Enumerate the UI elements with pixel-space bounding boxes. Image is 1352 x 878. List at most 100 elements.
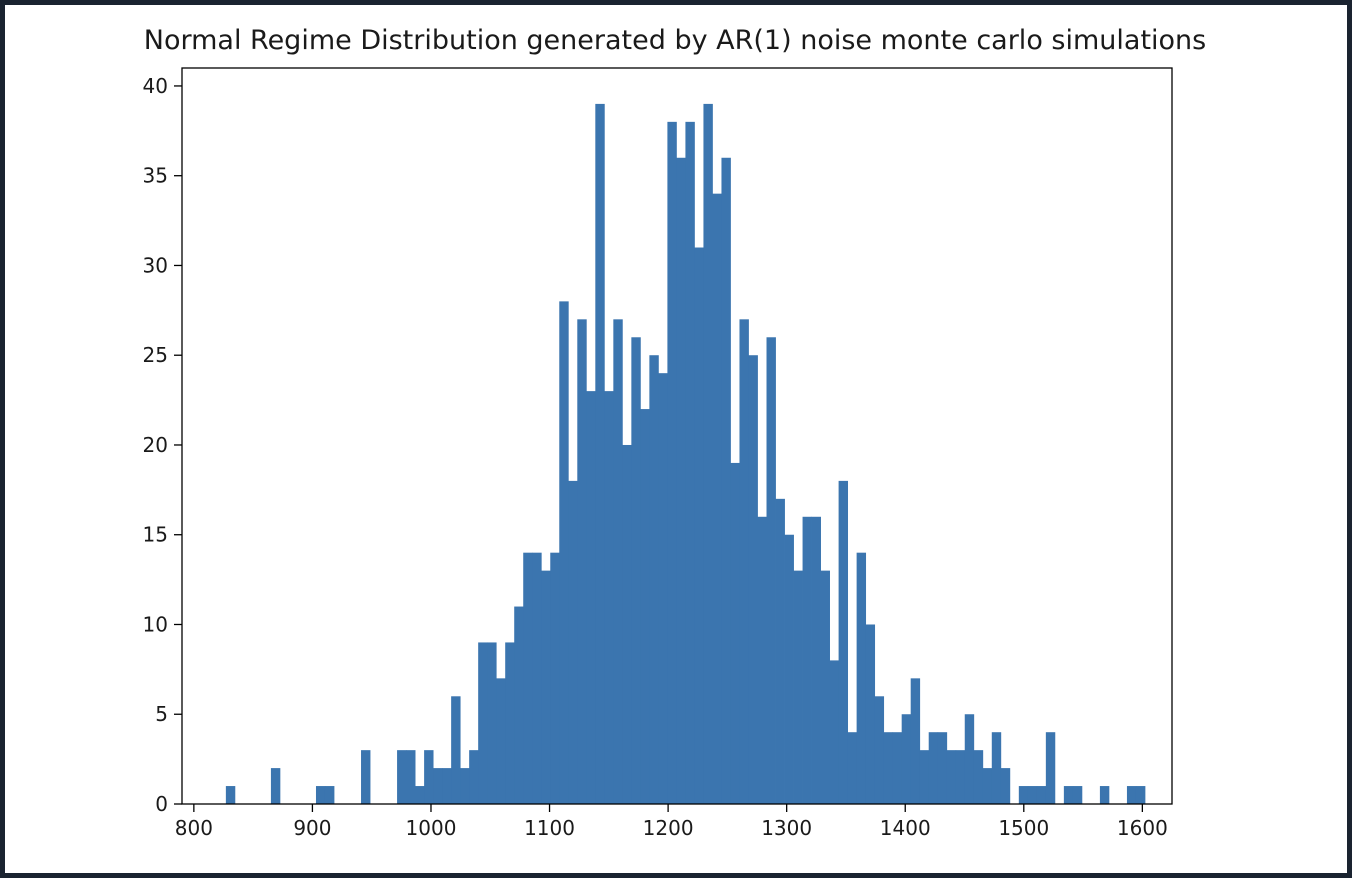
y-tick-label: 30 (143, 253, 168, 277)
histogram-bar (784, 534, 794, 804)
y-tick-label: 15 (143, 523, 168, 547)
x-tick-label: 1000 (406, 816, 457, 840)
histogram-bar (559, 301, 569, 804)
histogram-bar (874, 696, 885, 804)
x-tick-label: 1300 (761, 816, 812, 840)
x-tick-label: 1100 (524, 816, 575, 840)
histogram-bar (937, 732, 948, 804)
histogram-bar (1099, 786, 1110, 804)
histogram-bar (856, 552, 867, 804)
histogram-bar (550, 552, 560, 804)
histogram-bar (757, 516, 767, 804)
histogram-bar (442, 768, 452, 804)
histogram-bar (1018, 786, 1029, 804)
histogram-bar (928, 732, 939, 804)
histogram-bar (1000, 768, 1011, 804)
histogram-bar (568, 480, 578, 804)
x-tick-label: 800 (175, 816, 213, 840)
y-tick-label: 25 (143, 343, 168, 367)
histogram-bar (991, 732, 1002, 804)
x-axis: 800 900 1000 1100 1200 1300 1400 1500 1600 (175, 804, 1168, 840)
histogram-bar (703, 103, 713, 804)
y-tick-label: 20 (143, 433, 168, 457)
y-tick-label: 40 (143, 74, 168, 98)
histogram-bar (811, 516, 821, 804)
chart-frame: Normal Regime Distribution generated by … (5, 5, 1347, 873)
histogram-bar (460, 768, 470, 804)
histogram-bar (595, 103, 605, 804)
histogram-bar (324, 786, 335, 804)
histogram-bar (613, 319, 623, 804)
histogram-bar (541, 570, 551, 804)
histogram-bar (721, 157, 731, 804)
histogram-bar (406, 750, 416, 804)
histogram-bar (838, 480, 849, 804)
histogram-bar (415, 786, 425, 804)
histogram-bar (694, 247, 704, 804)
histogram-bar (586, 391, 596, 804)
histogram-bar (514, 606, 524, 804)
histogram-bar (667, 121, 677, 805)
histogram-bar (964, 714, 975, 804)
x-tick-label: 1400 (880, 816, 931, 840)
histogram-bar (1126, 786, 1137, 804)
histogram-bar (820, 570, 830, 804)
y-tick-label: 10 (143, 612, 168, 636)
histogram-bar (469, 750, 479, 804)
x-tick-label: 900 (293, 816, 331, 840)
y-axis: 0 5 10 15 20 25 30 35 40 (143, 74, 182, 816)
histogram-bar (883, 732, 894, 804)
histogram-bar (604, 391, 614, 804)
histogram-bar (315, 786, 326, 804)
histogram-bar (631, 337, 641, 804)
histogram-bar (658, 373, 668, 804)
histogram-bar (523, 552, 533, 804)
histogram-bar (270, 768, 281, 804)
plot-area-border (181, 67, 1173, 805)
histogram-bar (712, 193, 722, 804)
histogram-bar (496, 678, 506, 804)
histogram-bar (1063, 786, 1074, 804)
histogram-bar (1072, 786, 1083, 804)
histogram-bar (685, 121, 695, 805)
histogram-bar (397, 750, 407, 804)
histogram-bar (946, 750, 957, 804)
y-tick-label: 5 (155, 702, 168, 726)
histogram-bar (676, 157, 686, 804)
histogram-bar (478, 642, 488, 804)
histogram-bar (766, 337, 776, 804)
histogram-bar (622, 444, 632, 804)
histogram-bar (424, 750, 434, 804)
x-tick-label: 1600 (1117, 816, 1168, 840)
histogram-bar (1045, 732, 1056, 804)
y-tick-label: 35 (143, 164, 168, 188)
histogram-bar (649, 355, 659, 804)
histogram-bar (892, 732, 903, 804)
histogram-bar (739, 319, 749, 804)
histogram-bar (748, 355, 758, 804)
histogram-bar (847, 732, 858, 804)
histogram-bar (487, 642, 497, 804)
histogram-bar (225, 786, 236, 804)
histogram-bar (865, 624, 876, 804)
histogram-bar (955, 750, 966, 804)
histogram-bar (775, 498, 785, 804)
x-tick-label: 1200 (643, 816, 694, 840)
histogram-bar (829, 660, 839, 804)
histogram-bar (451, 696, 461, 804)
histogram-bar (973, 750, 984, 804)
histogram-bar (802, 516, 812, 804)
histogram-bar (901, 714, 912, 804)
histogram-bar (361, 750, 371, 804)
histogram-bar (1027, 786, 1038, 804)
histogram-bar (532, 552, 542, 804)
histogram-bar (910, 678, 921, 804)
x-tick-label: 1500 (998, 816, 1049, 840)
histogram-bar (919, 750, 930, 804)
histogram-bars (225, 103, 1146, 805)
histogram-bar (1135, 786, 1146, 804)
histogram-bar (730, 462, 740, 804)
histogram-bar (640, 409, 650, 804)
y-tick-label: 0 (155, 792, 168, 816)
histogram-bar (433, 768, 443, 804)
